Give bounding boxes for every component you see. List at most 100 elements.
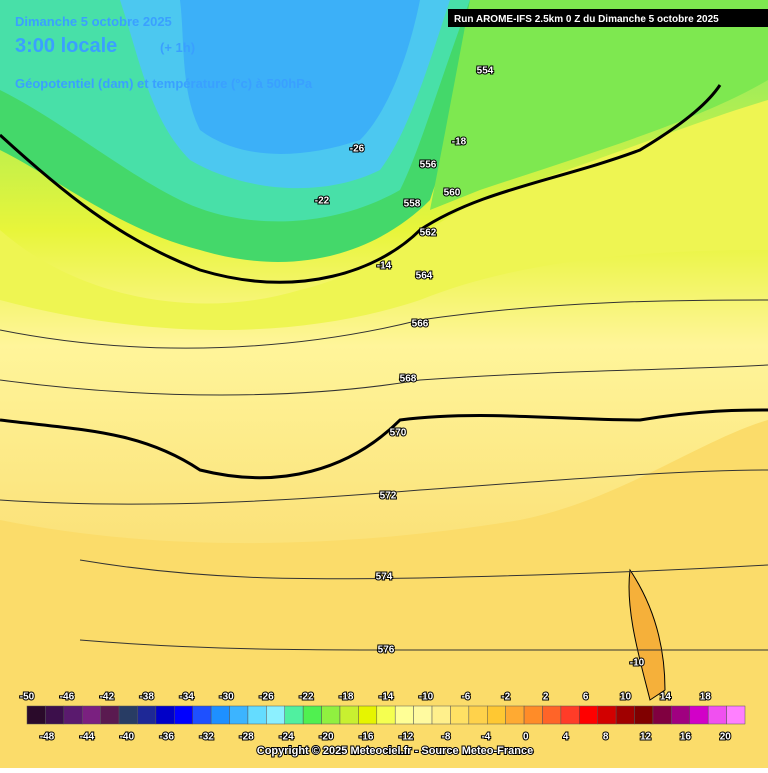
contour-label: -14 — [377, 261, 392, 272]
colorbar-swatch — [726, 705, 746, 725]
colorbar-swatch — [450, 705, 470, 725]
colorbar-bottom-label: 0 — [523, 732, 529, 743]
colorbar-swatch — [45, 705, 65, 725]
contour-label: 570 — [390, 428, 407, 439]
colorbar-top-label: -14 — [379, 692, 394, 703]
colorbar-swatch — [302, 705, 322, 725]
colorbar-swatch — [615, 705, 635, 725]
colorbar-swatch — [597, 705, 617, 725]
colorbar-swatch — [321, 705, 341, 725]
colorbar-top-label: -34 — [179, 692, 194, 703]
contour-line — [0, 408, 768, 480]
colorbar-bottom-label: -36 — [159, 732, 174, 743]
colorbar-swatch — [339, 705, 359, 725]
colorbar-top-label: -42 — [100, 692, 115, 703]
contour-labels: 554 556 558 560 562 564 566 568 570 572 574 576 -26 -… — [314, 65, 646, 670]
colorbar-swatch — [284, 705, 304, 725]
colorbar-bottom-label: -4 — [481, 732, 490, 743]
contour-lines — [0, 84, 768, 480]
contour-label: 554 — [477, 66, 494, 77]
colorbar-swatch — [174, 705, 193, 725]
colorbar-top-label: 18 — [700, 692, 712, 703]
colorbar-top-label: -6 — [461, 692, 470, 703]
copyright: Copyright © 2025 Meteociel.fr - Source M… — [257, 745, 533, 757]
colorbar-swatch — [358, 705, 378, 725]
colorbar-swatch — [579, 705, 598, 725]
colorbar-swatch — [431, 705, 451, 725]
colorbar-bottom-label: -48 — [40, 732, 55, 743]
colorbar-bottom-label: -8 — [442, 732, 451, 743]
colorbar-swatch — [26, 705, 46, 725]
colorbar-top-label: 2 — [543, 692, 549, 703]
contour-label: 564 — [416, 271, 433, 282]
date-title: Dimanche 5 octobre 2025 — [15, 14, 172, 29]
contour-label: 574 — [376, 572, 393, 583]
colorbar-swatch — [210, 705, 230, 725]
contour-label: -10 — [630, 658, 645, 669]
colorbar-swatch — [81, 705, 101, 725]
colorbar-swatch — [376, 705, 396, 725]
colorbar-top-label: -18 — [339, 692, 354, 703]
colorbar-top-label: 6 — [583, 692, 589, 703]
colorbar-swatch — [118, 705, 138, 725]
contour-label: 562 — [420, 228, 437, 239]
colorbar-swatch — [394, 705, 414, 725]
colorbar-bottom-label: -24 — [279, 732, 294, 743]
contour-label: -22 — [315, 196, 330, 207]
colorbar-top-label: -2 — [501, 692, 510, 703]
colorbar-swatch — [247, 705, 267, 725]
colorbar-top-label: -26 — [259, 692, 274, 703]
thin-contours — [0, 299, 768, 651]
blue-zone — [180, 0, 420, 154]
green-east — [430, 0, 768, 210]
colorbar-swatch — [229, 705, 249, 725]
colorbar-bottom-label: 16 — [680, 732, 692, 743]
colorbar-swatch — [266, 705, 285, 725]
colorbar-bottom-label: 4 — [563, 732, 569, 743]
colorbar-swatch — [100, 705, 120, 725]
colorbar-top-label: -38 — [139, 692, 154, 703]
run-label: Run AROME-IFS 2.5km 0 Z du Dimanche 5 oc… — [454, 14, 719, 25]
contour-label: 558 — [404, 199, 421, 210]
colorbar-swatch — [63, 705, 83, 725]
colorbar-bottom-label: -12 — [399, 732, 414, 743]
colorbar-swatch — [542, 705, 562, 725]
colorbar: -50 -46 -42 -38 -34 -30 -26 -22 -18 -14 -10 -6 -2 2 6 1… — [19, 691, 746, 744]
colorbar-bottom-label: -20 — [319, 732, 334, 743]
colorbar-bottom-label: -16 — [359, 732, 374, 743]
colorbar-swatch — [413, 705, 433, 725]
colorbar-top-label: -30 — [219, 692, 234, 703]
colorbar-swatch — [652, 705, 672, 725]
colorbar-bottom-label: 20 — [720, 732, 732, 743]
warm-spot — [628, 568, 666, 701]
contour-label: -18 — [452, 137, 467, 148]
contour-label: -26 — [350, 144, 365, 155]
colorbar-top-label: -46 — [60, 692, 75, 703]
orange-zone — [0, 420, 768, 768]
contour-label: 556 — [420, 160, 437, 171]
colorbar-swatch — [560, 705, 580, 725]
contour-label: 560 — [444, 188, 461, 199]
colorbar-swatch — [634, 705, 654, 725]
colorbar-swatch — [523, 705, 543, 725]
colorbar-swatch — [671, 705, 691, 725]
contour-label: 566 — [412, 319, 429, 330]
colorbar-top-label: 14 — [660, 692, 672, 703]
contour-label: 568 — [400, 374, 417, 385]
colorbar-swatch — [155, 705, 175, 725]
colorbar-swatch — [192, 705, 212, 725]
colorbar-top-label: -10 — [419, 692, 434, 703]
colorbar-swatch — [505, 705, 525, 725]
colorbar-bottom-label: -28 — [239, 732, 254, 743]
colorbar-bottom-label: 8 — [603, 732, 609, 743]
colorbar-swatch — [487, 705, 506, 725]
colorbar-top-label: -22 — [299, 692, 314, 703]
lead-time: (+ 1h) — [160, 40, 195, 55]
colorbar-swatch — [137, 705, 157, 725]
colorbar-bottom-label: -44 — [80, 732, 95, 743]
yellow-band — [0, 100, 768, 330]
colorbar-bottom-label: -32 — [199, 732, 214, 743]
colorbar-top-label: 10 — [620, 692, 632, 703]
run-label-box — [448, 9, 768, 27]
